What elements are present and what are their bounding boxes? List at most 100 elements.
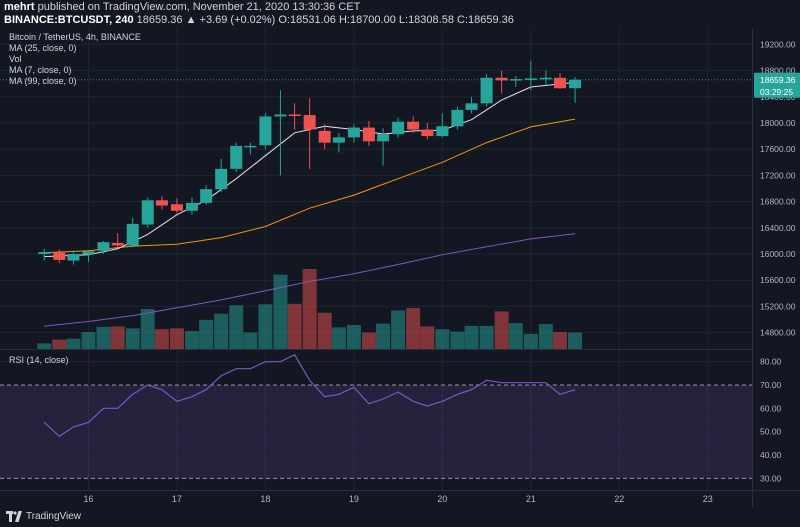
candle-body bbox=[421, 129, 434, 137]
candle-body bbox=[332, 137, 345, 143]
candle-body bbox=[392, 121, 405, 135]
volume-bar bbox=[391, 310, 406, 349]
legend-ma7[interactable]: MA (7, close, 0) bbox=[9, 65, 72, 75]
candle-body bbox=[155, 200, 168, 206]
candle-body bbox=[200, 189, 213, 203]
volume-bar bbox=[52, 339, 67, 349]
candle-body bbox=[362, 127, 375, 142]
price-tick-label: 19200.00 bbox=[760, 39, 796, 49]
legend-vol[interactable]: Vol bbox=[9, 54, 22, 64]
candle-body bbox=[303, 115, 316, 130]
candle-body bbox=[185, 202, 198, 211]
rsi-tick-label: 80.00 bbox=[760, 357, 782, 367]
volume-bar bbox=[494, 311, 509, 349]
volume-bar bbox=[214, 313, 229, 349]
volume-bar bbox=[553, 332, 568, 349]
candle-body bbox=[347, 127, 360, 138]
time-tick-label: 17 bbox=[172, 494, 182, 504]
volume-bar bbox=[243, 332, 258, 349]
time-tick-label: 20 bbox=[437, 494, 447, 504]
candle-body bbox=[465, 103, 478, 110]
ohlc-text: 18659.36 ▲ +3.69 (+0.02%) O:18531.06 H:1… bbox=[136, 14, 514, 26]
volume-bar bbox=[406, 308, 421, 349]
candle-body bbox=[407, 121, 420, 130]
candle-body bbox=[288, 114, 301, 116]
tradingview-logo[interactable]: TradingView bbox=[6, 511, 81, 522]
legend-rsi[interactable]: RSI (14, close) bbox=[9, 355, 69, 365]
volume-bar bbox=[125, 328, 140, 349]
volume-bar bbox=[66, 338, 81, 349]
candle-body bbox=[509, 79, 522, 81]
rsi-pane bbox=[0, 353, 752, 479]
volume-bar bbox=[420, 326, 435, 349]
volume-bar bbox=[376, 323, 391, 349]
volume-bar bbox=[273, 274, 288, 349]
volume-bar bbox=[435, 329, 450, 349]
volume-bar bbox=[169, 328, 184, 349]
volume-bar bbox=[258, 304, 273, 349]
rsi-tick-label: 30.00 bbox=[760, 473, 782, 483]
price-tick-label: 18000.00 bbox=[760, 118, 796, 128]
candle-body bbox=[230, 145, 243, 169]
candle-body bbox=[436, 126, 449, 137]
candle-body bbox=[377, 134, 390, 142]
price-tick-label: 17600.00 bbox=[760, 144, 796, 154]
candle-body bbox=[259, 116, 272, 146]
volume-bar bbox=[508, 323, 523, 349]
candle-body bbox=[111, 242, 124, 246]
price-tick-label: 17200.00 bbox=[760, 170, 796, 180]
price-tick-label: 16400.00 bbox=[760, 223, 796, 233]
footer bbox=[0, 508, 800, 527]
author-name[interactable]: mehrt bbox=[4, 1, 35, 13]
volume-bar bbox=[361, 332, 376, 349]
volume-bar bbox=[331, 327, 346, 349]
price-tick-label: 16800.00 bbox=[760, 197, 796, 207]
tradingview-icon bbox=[6, 511, 22, 522]
volume-bar bbox=[479, 325, 494, 349]
candle-body bbox=[451, 109, 464, 127]
candle-body bbox=[82, 251, 95, 255]
legend-title[interactable]: Bitcoin / TetherUS, 4h, BINANCE bbox=[9, 32, 141, 42]
volume-bar bbox=[317, 312, 332, 349]
volume-bar bbox=[464, 325, 479, 349]
axes: 19200.0018800.0018400.0018000.0017600.00… bbox=[0, 28, 800, 508]
legend-ma99[interactable]: MA (99, close, 0) bbox=[9, 76, 77, 86]
symbol-line: BINANCE:BTCUSDT, 240 18659.36 ▲ +3.69 (+… bbox=[4, 14, 514, 26]
volume-bar bbox=[450, 331, 465, 349]
volume-bar bbox=[229, 305, 244, 349]
volume-bar bbox=[140, 309, 155, 349]
candles bbox=[0, 60, 752, 265]
candle-body bbox=[569, 79, 582, 89]
candle-body bbox=[554, 77, 567, 89]
candle-body bbox=[244, 145, 257, 148]
published-text: published on TradingView.com, November 2… bbox=[37, 1, 361, 13]
legend-ma25[interactable]: MA (25, close, 0) bbox=[9, 43, 77, 53]
price-badge bbox=[754, 72, 800, 98]
candle-body bbox=[141, 200, 154, 225]
candle-body bbox=[215, 168, 228, 190]
symbol-text: BINANCE:BTCUSDT, 240 bbox=[4, 14, 134, 26]
price-axis bbox=[752, 28, 800, 508]
volume-bar bbox=[568, 332, 583, 349]
volume-bar bbox=[538, 324, 553, 349]
time-tick-label: 21 bbox=[526, 494, 536, 504]
candle-body bbox=[274, 114, 287, 117]
candle-body bbox=[495, 77, 508, 81]
brand-name: TradingView bbox=[26, 511, 82, 522]
rsi-tick-label: 60.00 bbox=[760, 403, 782, 413]
price-badge-value: 18659.36 bbox=[760, 75, 796, 85]
time-tick-label: 18 bbox=[260, 494, 270, 504]
price-tick-label: 14800.00 bbox=[760, 328, 796, 338]
volume-bar bbox=[302, 269, 317, 349]
candle-body bbox=[38, 252, 51, 255]
ma99-line bbox=[44, 233, 576, 327]
candle-body bbox=[53, 252, 66, 260]
volume-bar bbox=[110, 326, 125, 349]
rsi-tick-label: 40.00 bbox=[760, 450, 782, 460]
time-tick-label: 23 bbox=[703, 494, 713, 504]
candle-body bbox=[67, 254, 80, 261]
candle-body bbox=[170, 204, 183, 211]
time-tick-label: 19 bbox=[349, 494, 359, 504]
